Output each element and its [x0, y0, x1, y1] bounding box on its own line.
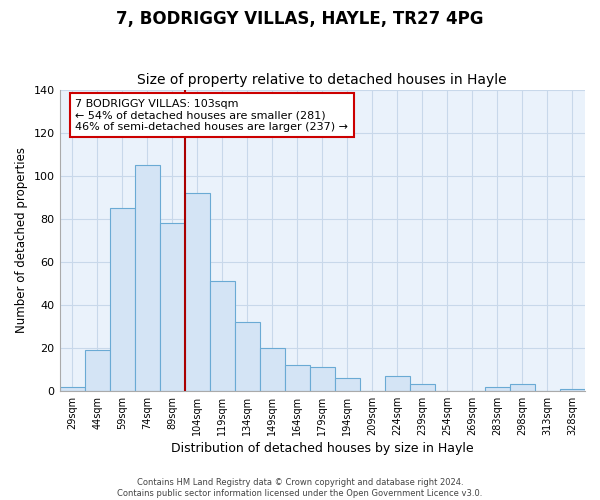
Y-axis label: Number of detached properties: Number of detached properties — [15, 147, 28, 333]
Bar — [310, 367, 335, 391]
Bar — [160, 223, 185, 391]
Bar — [410, 384, 435, 391]
Title: Size of property relative to detached houses in Hayle: Size of property relative to detached ho… — [137, 73, 507, 87]
Bar — [85, 350, 110, 391]
Bar — [260, 348, 285, 391]
Bar — [235, 322, 260, 391]
Bar — [209, 281, 235, 391]
Bar — [510, 384, 535, 391]
Bar — [285, 365, 310, 391]
Text: 7 BODRIGGY VILLAS: 103sqm
← 54% of detached houses are smaller (281)
46% of semi: 7 BODRIGGY VILLAS: 103sqm ← 54% of detac… — [76, 98, 349, 132]
Bar — [335, 378, 360, 391]
Bar — [560, 388, 585, 391]
Bar — [185, 193, 209, 391]
Bar — [110, 208, 134, 391]
Text: 7, BODRIGGY VILLAS, HAYLE, TR27 4PG: 7, BODRIGGY VILLAS, HAYLE, TR27 4PG — [116, 10, 484, 28]
Bar — [59, 386, 85, 391]
Text: Contains HM Land Registry data © Crown copyright and database right 2024.
Contai: Contains HM Land Registry data © Crown c… — [118, 478, 482, 498]
Bar — [134, 165, 160, 391]
X-axis label: Distribution of detached houses by size in Hayle: Distribution of detached houses by size … — [171, 442, 473, 455]
Bar — [385, 376, 410, 391]
Bar — [485, 386, 510, 391]
